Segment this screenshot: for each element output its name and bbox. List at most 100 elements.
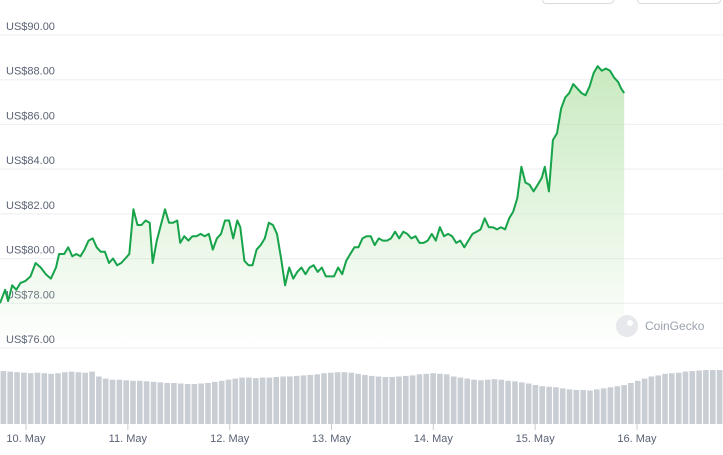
volume-bar [573,390,580,424]
volume-bar [266,377,273,424]
volume-bar [34,372,41,424]
volume-bar [259,377,266,424]
y-tick-label: US$86.00 [6,110,55,122]
volume-bar [321,373,327,424]
volume-bar [396,376,402,424]
volume-bar [641,378,648,424]
volume-bar [532,385,539,424]
volume-bar [212,381,218,424]
volume-bar [280,376,286,424]
x-tick-label: 12. May [210,433,250,445]
volume-bar [205,383,211,424]
volume-bar [710,370,716,424]
volume-bar [587,390,593,424]
volume-bar [0,371,7,424]
volume-bar [368,375,375,424]
volume-bar [382,377,389,424]
coingecko-watermark: CoinGecko [616,315,705,337]
volume-bar [389,377,395,424]
volume-bar [437,373,443,424]
volume-bar [21,372,27,424]
volume-bar [150,381,157,424]
volume-bar [14,372,20,424]
volume-bar [89,371,95,424]
y-tick-label: US$82.00 [6,200,55,212]
volume-bar [594,389,600,424]
volume-bar [177,383,184,424]
volume-bar [7,371,13,424]
volume-bar [157,382,164,424]
volume-bar [662,373,668,424]
volume-bar [239,377,245,424]
volume-bar [27,373,34,424]
volume-bar [328,372,334,424]
watermark-text: CoinGecko [645,319,705,333]
volume-bar [648,376,655,424]
volume-bar [232,378,239,424]
volume-bar [539,386,545,424]
volume-bar [675,372,682,424]
volume-bar [621,385,627,424]
volume-bar [682,371,689,424]
volume-bar [246,377,252,424]
volume-bar [566,389,573,424]
volume-bar [655,375,661,424]
volume-bar [48,373,54,424]
volume-bar [600,388,607,424]
gecko-eye-icon [627,320,633,326]
volume-bar [307,374,314,424]
volume-bar [293,375,300,424]
x-tick-label: 13. May [312,433,352,445]
x-tick-label: 16. May [617,433,657,445]
volume-bar [519,382,525,424]
volume-bar [41,373,48,424]
volume-bar [341,372,348,424]
volume-bar [287,376,293,424]
volume-bar [471,379,477,424]
volume-bar [553,387,559,424]
volume-bar [505,380,511,424]
volume-bar [143,381,150,424]
x-tick-label: 14. May [414,433,454,445]
volume-bar [75,372,82,424]
price-line [0,65,626,304]
volume-bar [409,375,416,424]
volume-bar [457,377,464,424]
volume-bar [614,386,621,424]
volume-bar [355,373,361,424]
y-tick-label: US$88.00 [6,66,55,78]
volume-bar [491,379,498,424]
volume-bar [484,379,491,424]
volume-bar [300,375,307,424]
volume-bar [628,383,634,424]
volume-bar [273,377,279,424]
volume-bar [218,380,225,424]
volume-bar [375,376,382,424]
volume-bar [62,372,68,424]
volume-bar [184,384,191,424]
volume-bar [703,370,709,424]
volume-bar [314,374,320,424]
volume-bar [403,375,409,424]
volume-bars [0,370,723,424]
y-tick-label: US$80.00 [6,245,55,257]
volume-bar [464,378,470,424]
y-tick-label: US$84.00 [6,155,55,167]
volume-bar [198,383,204,424]
volume-bar [348,372,355,424]
volume-bar [525,383,532,424]
volume-bar [634,380,641,424]
volume-bar [102,378,109,424]
volume-bar [55,373,61,424]
volume-bar [123,380,129,424]
volume-bar [164,383,170,424]
volume-bar [546,386,552,424]
volume-bar [109,379,116,424]
volume-bar [478,380,484,424]
volume-bar [334,372,341,424]
volume-bar [253,378,259,424]
volume-bar [512,381,518,424]
volume-bar [362,374,368,424]
volume-bar [130,380,136,424]
